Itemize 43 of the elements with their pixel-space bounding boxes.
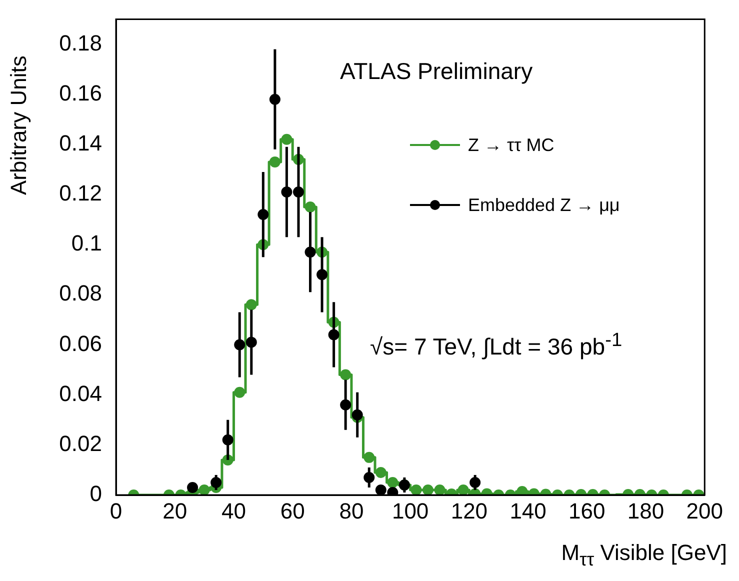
y-tick-label: 0.16 <box>59 80 102 106</box>
annotation: √s= 7 TeV, ∫Ldt = 36 pb$^{-1}$ <box>370 330 622 361</box>
y-tick-label: 0 <box>90 481 102 506</box>
y-tick-label: 0.02 <box>59 430 102 456</box>
x-tick-label: 0 <box>110 498 122 524</box>
x-tick-label: 180 <box>627 498 664 524</box>
point <box>234 386 246 398</box>
x-tick-label: 200 <box>686 498 724 524</box>
legend-label: Z → ττ MC <box>468 134 554 156</box>
point <box>281 134 292 145</box>
x-tick-label: 100 <box>392 498 429 524</box>
y-tick-label: 0.14 <box>59 130 102 156</box>
x-tick-label: 120 <box>450 498 488 524</box>
x-tick-label: 140 <box>510 498 546 524</box>
point <box>422 484 434 495</box>
x-tick-label: 80 <box>339 498 364 524</box>
point <box>269 156 280 168</box>
point <box>340 369 352 380</box>
y-tick-label: 0.1 <box>71 230 102 256</box>
x-axis-title: M$_{ττ}$ Visible [GeV] <box>561 540 727 570</box>
point <box>375 466 386 478</box>
point <box>364 452 375 463</box>
x-tick-label: 60 <box>280 498 305 524</box>
y-axis-title: Arbitrary Units <box>6 56 32 195</box>
point <box>387 476 398 488</box>
x-tick-label: 160 <box>568 498 606 524</box>
y-tick-label: 0.12 <box>59 180 102 206</box>
y-tick-label: 0.04 <box>59 380 102 406</box>
point <box>516 486 528 495</box>
legend-label: Embedded Z → μμ <box>468 194 620 216</box>
y-tick-label: 0.06 <box>59 330 102 356</box>
point <box>458 484 469 495</box>
point <box>434 484 446 495</box>
annotation: ATLAS Preliminary <box>340 58 533 85</box>
point <box>304 202 316 213</box>
x-tick-label: 40 <box>221 498 246 524</box>
point <box>375 484 386 495</box>
y-tick-label: 0.08 <box>59 280 102 306</box>
x-tick-label: 20 <box>162 498 188 524</box>
point <box>246 299 257 310</box>
point <box>410 484 422 495</box>
point <box>198 484 210 495</box>
y-tick-label: 0.18 <box>59 30 102 56</box>
